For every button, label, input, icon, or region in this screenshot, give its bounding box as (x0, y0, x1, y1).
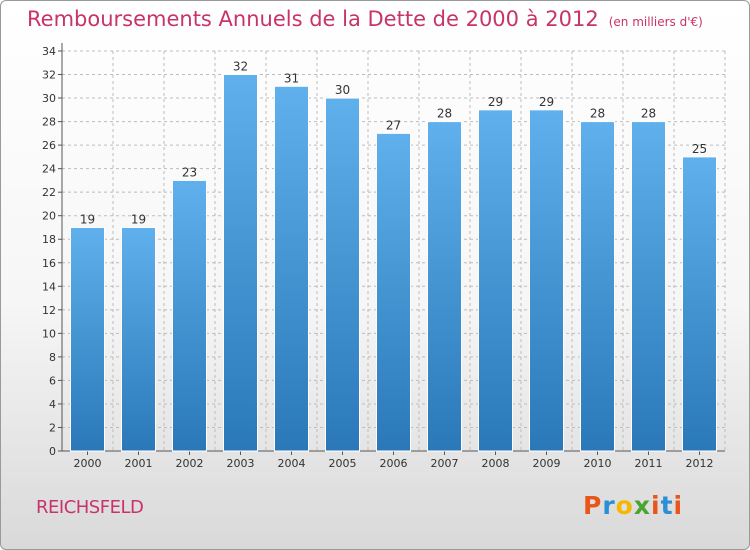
bar-2011 (631, 121, 666, 452)
bar-2001 (121, 226, 156, 452)
value-label-2000: 19 (80, 212, 95, 226)
y-tick-label: 14 (42, 280, 56, 293)
x-tick-label-2006: 2006 (380, 457, 408, 470)
y-tick-label: 18 (42, 233, 56, 246)
logo-letter: t (660, 491, 674, 520)
chart-title-unit: (en milliers d'€) (608, 15, 703, 29)
y-tick-label: 22 (42, 186, 56, 199)
y-tick-label: 30 (42, 92, 56, 105)
bar-2007 (427, 121, 462, 452)
x-tick-label-2002: 2002 (176, 457, 204, 470)
x-tick-label-2005: 2005 (329, 457, 357, 470)
bar-2000 (70, 226, 105, 452)
value-label-2009: 29 (539, 95, 554, 109)
value-label-2006: 27 (386, 118, 401, 132)
logo-letter: i (673, 491, 684, 520)
value-label-2011: 28 (641, 107, 656, 121)
y-tick-label: 28 (42, 116, 56, 129)
logo-letter: r (602, 491, 616, 520)
bar-2002 (172, 179, 207, 452)
chart-title: Remboursements Annuels de la Dette de 20… (27, 7, 703, 31)
bar-2003 (223, 74, 258, 452)
x-tick-label-2009: 2009 (533, 457, 561, 470)
y-tick-label: 4 (49, 398, 56, 411)
x-tick-label-2008: 2008 (482, 457, 510, 470)
y-tick-label: 16 (42, 257, 56, 270)
x-tick-label-2010: 2010 (584, 457, 612, 470)
y-tick-label: 24 (42, 163, 56, 176)
chart-title-text: Remboursements Annuels de la Dette de 20… (27, 7, 599, 31)
y-tick-label: 26 (42, 139, 56, 152)
y-tick-label: 0 (49, 445, 56, 458)
logo-letter: o (615, 491, 634, 520)
y-tick-label: 2 (49, 421, 56, 434)
bar-2009 (529, 109, 564, 452)
bar-labels: 19 19 23 32 31 30 27 28 29 29 28 28 25 (80, 60, 707, 227)
bar-2004 (274, 85, 309, 452)
bar-2008 (478, 109, 513, 452)
value-label-2001: 19 (131, 212, 146, 226)
value-label-2008: 29 (488, 95, 503, 109)
y-tick-label: 10 (42, 327, 56, 340)
value-label-2012: 25 (692, 142, 707, 156)
value-label-2004: 31 (284, 71, 299, 85)
y-tick-label: 34 (42, 45, 56, 58)
logo-letter: P (583, 491, 603, 520)
commune-name: REICHSFELD (36, 497, 144, 518)
bars (70, 74, 717, 452)
proxiti-logo: Proxiti (583, 491, 683, 520)
bar-2010 (580, 121, 615, 452)
logo-letter: i (651, 491, 661, 520)
y-tick-label: 32 (42, 69, 56, 82)
bar-2005 (325, 97, 360, 452)
y-tick-label: 8 (49, 351, 56, 364)
value-label-2010: 28 (590, 107, 605, 121)
bar-2012 (682, 156, 717, 452)
value-label-2003: 32 (233, 60, 248, 74)
y-tick-label: 6 (49, 374, 56, 387)
x-tick-label-2001: 2001 (125, 457, 153, 470)
logo-letter: x (633, 491, 651, 520)
bar-2006 (376, 132, 411, 452)
value-label-2007: 28 (437, 107, 452, 121)
x-tick-label-2007: 2007 (431, 457, 459, 470)
value-label-2002: 23 (182, 165, 197, 179)
y-tick-label: 12 (42, 304, 56, 317)
x-tick-label-2004: 2004 (278, 457, 306, 470)
x-tick-label-2000: 2000 (74, 457, 102, 470)
x-tick-label-2012: 2012 (686, 457, 714, 470)
x-tick-label-2011: 2011 (635, 457, 663, 470)
y-tick-label: 20 (42, 210, 56, 223)
value-label-2005: 30 (335, 83, 350, 97)
x-tick-label-2003: 2003 (227, 457, 255, 470)
